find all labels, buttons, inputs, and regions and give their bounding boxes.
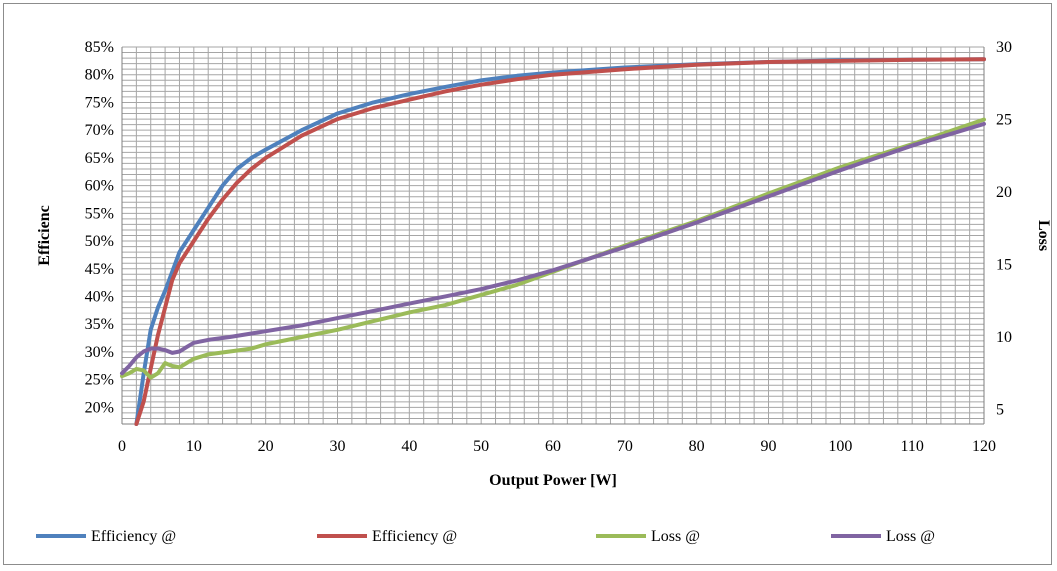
y2-tick-label: 30 [996,39,1012,56]
x-tick-label: 60 [545,438,561,455]
x-tick-label: 20 [258,438,274,455]
y-tick-label: 20% [85,399,114,416]
y-tick-label: 50% [85,233,114,250]
legend-label-2: Efficiency @ [372,528,457,545]
y-tick-labels: 20% 25% 30% 35% 40% 45% 50% 55% 60% 65% 70% 75% 80% 8… [85,39,114,416]
y-axis-title: Efficienc [36,205,53,265]
y2-tick-label: 10 [996,329,1012,346]
x-tick-label: 50 [473,438,489,455]
y-tick-label: 75% [85,94,114,111]
y-tick-label: 70% [85,122,114,139]
y2-tick-label: 5 [996,402,1004,419]
series-lines [120,57,986,426]
x-tick-label: 40 [401,438,417,455]
y-tick-label: 65% [85,150,114,167]
x-tick-label: 120 [972,438,996,455]
y-tick-label: 45% [85,261,114,278]
chart-frame: 0 10 20 30 40 50 60 70 80 90 100 110 120 20% 25% 30% 35… [3,3,1052,565]
y2-tick-label: 15 [996,257,1012,274]
line-chart: 0 10 20 30 40 50 60 70 80 90 100 110 120 20% 25% 30% 35… [36,39,1052,545]
y-tick-label: 25% [85,372,114,389]
series-line-4 [120,121,986,376]
y-tick-label: 55% [85,205,114,222]
x-tick-label: 90 [761,438,777,455]
x-tick-label: 80 [689,438,705,455]
y2-axis-title: Loss [1035,220,1052,251]
y-tick-label: 85% [85,39,114,56]
legend: Efficiency @ Efficiency @ Loss @ Loss @ [36,528,935,545]
y-tick-label: 35% [85,316,114,333]
series-line-2 [134,57,986,426]
y2-tick-labels: 5 10 15 20 25 30 [996,39,1012,419]
y-tick-label: 40% [85,288,114,305]
y2-tick-label: 20 [996,184,1012,201]
legend-label-1: Efficiency @ [91,528,176,545]
x-tick-label: 110 [900,438,923,455]
x-tick-label: 0 [118,438,126,455]
x-axis-title: Output Power [W] [489,472,617,489]
x-tick-labels: 0 10 20 30 40 50 60 70 80 90 100 110 120 [118,438,996,455]
x-tick-label: 70 [617,438,633,455]
y-tick-label: 60% [85,178,114,195]
x-tick-label: 30 [330,438,346,455]
y-tick-label: 30% [85,344,114,361]
y-tick-label: 80% [85,67,114,84]
grid [121,46,985,424]
plot-border [121,47,985,425]
x-tick-label: 100 [828,438,852,455]
x-tick-label: 10 [186,438,202,455]
legend-label-3: Loss @ [651,528,700,545]
y2-tick-label: 25 [996,112,1012,129]
legend-label-4: Loss @ [886,528,935,545]
